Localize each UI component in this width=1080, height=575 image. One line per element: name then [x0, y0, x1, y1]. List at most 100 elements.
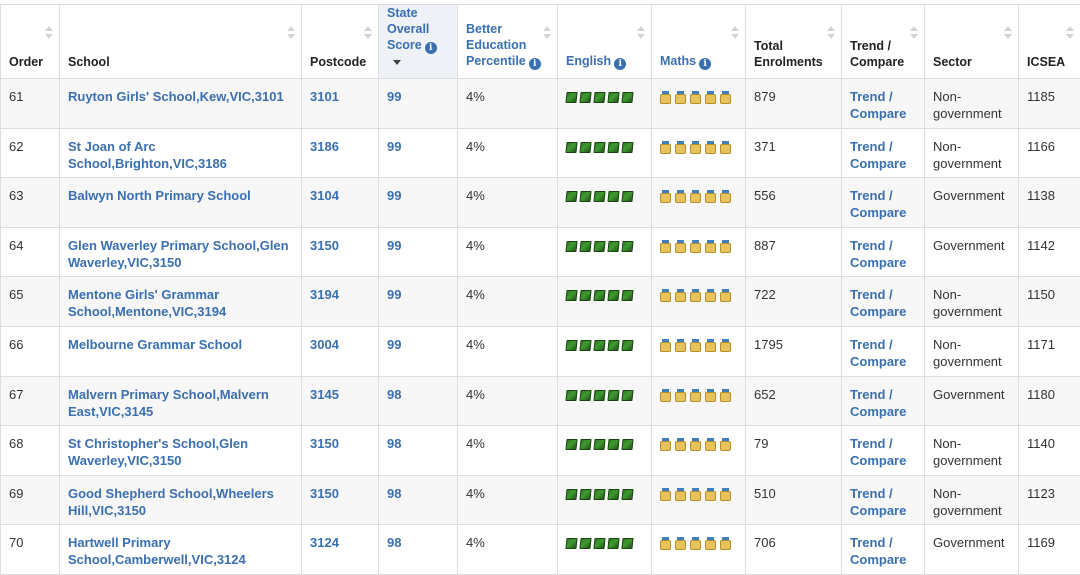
trend-compare-link[interactable]: Trend / Compare — [850, 337, 906, 369]
school-cell: Balwyn North Primary School — [60, 178, 302, 228]
school-link[interactable]: Malvern Primary School,Malvern East,VIC,… — [68, 387, 269, 419]
school-link[interactable]: St Christopher's School,Glen Waverley,VI… — [68, 436, 248, 468]
info-icon[interactable]: i — [614, 58, 626, 70]
school-link[interactable]: Mentone Girls' Grammar School,Mentone,VI… — [68, 287, 226, 319]
percentile-cell: 4% — [458, 178, 558, 228]
postcode-link[interactable]: 3104 — [310, 188, 339, 203]
icsea-cell: 1169 — [1019, 525, 1080, 575]
sort-arrows-icon — [1004, 26, 1012, 40]
maths-rating — [652, 128, 746, 178]
header-order[interactable]: Order — [1, 5, 60, 79]
icsea-cell: 1166 — [1019, 128, 1080, 178]
postcode-link[interactable]: 3124 — [310, 535, 339, 550]
trend-compare-link[interactable]: Trend / Compare — [850, 188, 906, 220]
score-link[interactable]: 98 — [387, 486, 401, 501]
postcode-link[interactable]: 3186 — [310, 139, 339, 154]
sector-cell: Non-government — [925, 277, 1019, 327]
school-link[interactable]: Balwyn North Primary School — [68, 188, 251, 203]
gold-medal-icon — [720, 537, 731, 549]
green-book-icon — [565, 340, 577, 351]
header-total-enrolments[interactable]: Total Enrolments — [746, 5, 842, 79]
green-book-icon — [607, 92, 619, 103]
postcode-link[interactable]: 3194 — [310, 287, 339, 302]
score-cell: 98 — [379, 525, 458, 575]
enrolments-cell: 879 — [746, 79, 842, 129]
green-book-icon — [579, 142, 591, 153]
gold-medal-icon — [675, 389, 686, 401]
trend-compare-link[interactable]: Trend / Compare — [850, 535, 906, 567]
school-link[interactable]: Ruyton Girls' School,Kew,VIC,3101 — [68, 89, 284, 104]
green-book-icon — [593, 241, 605, 252]
gold-medal-icon — [675, 141, 686, 153]
score-link[interactable]: 99 — [387, 188, 401, 203]
gold-medal-icon — [660, 438, 671, 450]
trend-compare-link[interactable]: Trend / Compare — [850, 287, 906, 319]
school-link[interactable]: Glen Waverley Primary School,Glen Waverl… — [68, 238, 289, 270]
header-sector-label: Sector — [933, 55, 972, 69]
school-link[interactable]: St Joan of Arc School,Brighton,VIC,3186 — [68, 139, 227, 171]
score-link[interactable]: 99 — [387, 287, 401, 302]
green-book-icon — [607, 390, 619, 401]
school-link[interactable]: Good Shepherd School,Wheelers Hill,VIC,3… — [68, 486, 274, 518]
trend-compare-link[interactable]: Trend / Compare — [850, 89, 906, 121]
sector-cell: Non-government — [925, 79, 1019, 129]
postcode-link[interactable]: 3004 — [310, 337, 339, 352]
postcode-link[interactable]: 3101 — [310, 89, 339, 104]
sector-cell: Government — [925, 525, 1019, 575]
score-link[interactable]: 98 — [387, 535, 401, 550]
postcode-link[interactable]: 3145 — [310, 387, 339, 402]
school-link[interactable]: Hartwell Primary School,Camberwell,VIC,3… — [68, 535, 246, 567]
info-icon[interactable]: i — [529, 58, 541, 70]
maths-rating — [652, 79, 746, 129]
gold-medal-icon — [660, 537, 671, 549]
order-cell: 66 — [1, 326, 60, 376]
gold-medal-icon — [675, 240, 686, 252]
score-cell: 98 — [379, 426, 458, 476]
gold-medal-icon — [675, 190, 686, 202]
gold-medal-icon — [660, 190, 671, 202]
info-icon[interactable]: i — [699, 58, 711, 70]
header-school[interactable]: School — [60, 5, 302, 79]
info-icon[interactable]: i — [425, 42, 437, 54]
gold-medal-icon — [690, 240, 701, 252]
trend-compare-link[interactable]: Trend / Compare — [850, 238, 906, 270]
green-book-icon — [607, 538, 619, 549]
score-link[interactable]: 98 — [387, 387, 401, 402]
postcode-link[interactable]: 3150 — [310, 486, 339, 501]
maths-rating — [652, 277, 746, 327]
trend-compare-link[interactable]: Trend / Compare — [850, 436, 906, 468]
header-icsea[interactable]: ICSEA — [1019, 5, 1080, 79]
trend-compare-link[interactable]: Trend / Compare — [850, 387, 906, 419]
header-trend-compare[interactable]: Trend / Compare — [842, 5, 925, 79]
green-book-icon — [579, 390, 591, 401]
gold-medal-icon — [660, 240, 671, 252]
maths-rating — [652, 227, 746, 277]
green-book-icon — [565, 290, 577, 301]
green-book-icon — [621, 241, 633, 252]
gold-medal-icon — [720, 289, 731, 301]
postcode-link[interactable]: 3150 — [310, 436, 339, 451]
sector-cell: Government — [925, 178, 1019, 228]
trend-compare-link[interactable]: Trend / Compare — [850, 139, 906, 171]
score-link[interactable]: 98 — [387, 436, 401, 451]
postcode-link[interactable]: 3150 — [310, 238, 339, 253]
school-cell: Good Shepherd School,Wheelers Hill,VIC,3… — [60, 475, 302, 525]
score-link[interactable]: 99 — [387, 337, 401, 352]
green-book-icon — [621, 142, 633, 153]
school-link[interactable]: Melbourne Grammar School — [68, 337, 242, 352]
trend-compare-link[interactable]: Trend / Compare — [850, 486, 906, 518]
trend-cell: Trend / Compare — [842, 178, 925, 228]
header-postcode[interactable]: Postcode — [302, 5, 379, 79]
header-sector[interactable]: Sector — [925, 5, 1019, 79]
sort-arrows-icon — [287, 26, 295, 40]
green-book-icon — [593, 142, 605, 153]
score-link[interactable]: 99 — [387, 139, 401, 154]
gold-medal-icon — [690, 537, 701, 549]
score-link[interactable]: 99 — [387, 238, 401, 253]
gold-medal-icon — [690, 339, 701, 351]
score-link[interactable]: 99 — [387, 89, 401, 104]
